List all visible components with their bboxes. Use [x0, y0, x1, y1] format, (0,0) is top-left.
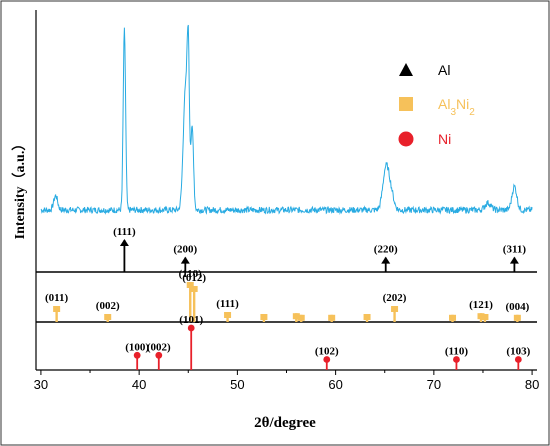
ni-peak-marker [133, 351, 141, 359]
al3ni2-peak-marker [391, 306, 399, 312]
ni-peak-label: (101) [179, 314, 203, 326]
ni-peak-marker [453, 356, 460, 363]
legend-label-part: Ni [438, 131, 451, 147]
al3ni2-peak-marker [481, 314, 489, 320]
legend-label: Ni [438, 131, 451, 147]
al3ni2-peak-marker [104, 314, 112, 320]
al-peak-label: (111) [113, 226, 136, 238]
legend-label: Al [438, 62, 450, 78]
al3ni2-peak-marker [224, 312, 232, 318]
ni-peak-label: (103) [506, 346, 530, 358]
al3ni2-peak-marker [53, 306, 61, 312]
legend-label: Al3Ni2 [438, 96, 475, 118]
al3ni2-peak-marker [513, 314, 521, 321]
ni-peak-marker [514, 356, 522, 363]
legend-label-part: 3 [450, 107, 456, 118]
x-tick-label: 80 [525, 377, 539, 392]
al3ni2-peak-marker [186, 282, 194, 288]
al-peak-marker [381, 256, 391, 264]
y-axis-title: Intensity（a.u.） [12, 137, 28, 240]
legend-label-part: 2 [469, 107, 475, 118]
x-tick-label: 70 [427, 377, 441, 392]
al-peak-label: (311) [503, 244, 527, 256]
ni-peak-marker [155, 351, 163, 359]
x-tick-label: 30 [34, 377, 48, 392]
x-tick-label: 40 [132, 377, 146, 392]
al3ni2-peak-marker [260, 314, 268, 320]
al3ni2-peak-label: (110) [179, 268, 203, 280]
al-peak-marker [180, 256, 190, 264]
al-peak-marker [119, 239, 129, 246]
xrd-pattern-line [40, 24, 533, 216]
al3ni2-peak-label: (121) [469, 299, 493, 311]
al3ni2-peak-label: (012) [182, 272, 206, 284]
al3ni2-peak-label: (011) [45, 292, 69, 304]
ni-peak-label: (110) [445, 346, 469, 358]
al3ni2-peak-label: (004) [505, 301, 529, 313]
legend-label-part: Al [438, 62, 450, 78]
al-peak-marker [509, 256, 519, 264]
al-peak-label: (220) [374, 244, 398, 256]
legend-circle-icon [398, 131, 414, 147]
legend-square-icon [399, 97, 413, 111]
al3ni2-peak-marker [363, 314, 371, 320]
al3ni2-peak-label: (111) [216, 298, 239, 310]
al3ni2-peak-marker [477, 313, 485, 320]
ni-peak-label: (002) [147, 341, 171, 353]
legend-label-part: Ni [456, 96, 469, 112]
ni-peak-label: (100) [125, 341, 149, 353]
al3ni2-peak-marker [190, 286, 198, 292]
x-tick-label: 50 [230, 377, 244, 392]
x-axis-title: 2θ/degree [254, 415, 316, 431]
ni-peak-marker [323, 356, 331, 363]
al3ni2-peak-marker [292, 313, 300, 320]
legend-label-part: Al [438, 96, 450, 112]
x-tick-label: 60 [328, 377, 342, 392]
ni-peak-marker [187, 324, 195, 332]
al3ni2-peak-marker [328, 314, 336, 321]
al3ni2-peak-label: (002) [96, 300, 120, 312]
ni-peak-label: (102) [315, 346, 339, 358]
al-peak-label: (200) [173, 244, 197, 256]
al3ni2-peak-label: (202) [383, 292, 407, 304]
legend-triangle-icon [399, 63, 413, 76]
al3ni2-peak-marker [297, 314, 305, 321]
al3ni2-peak-marker [449, 314, 457, 321]
